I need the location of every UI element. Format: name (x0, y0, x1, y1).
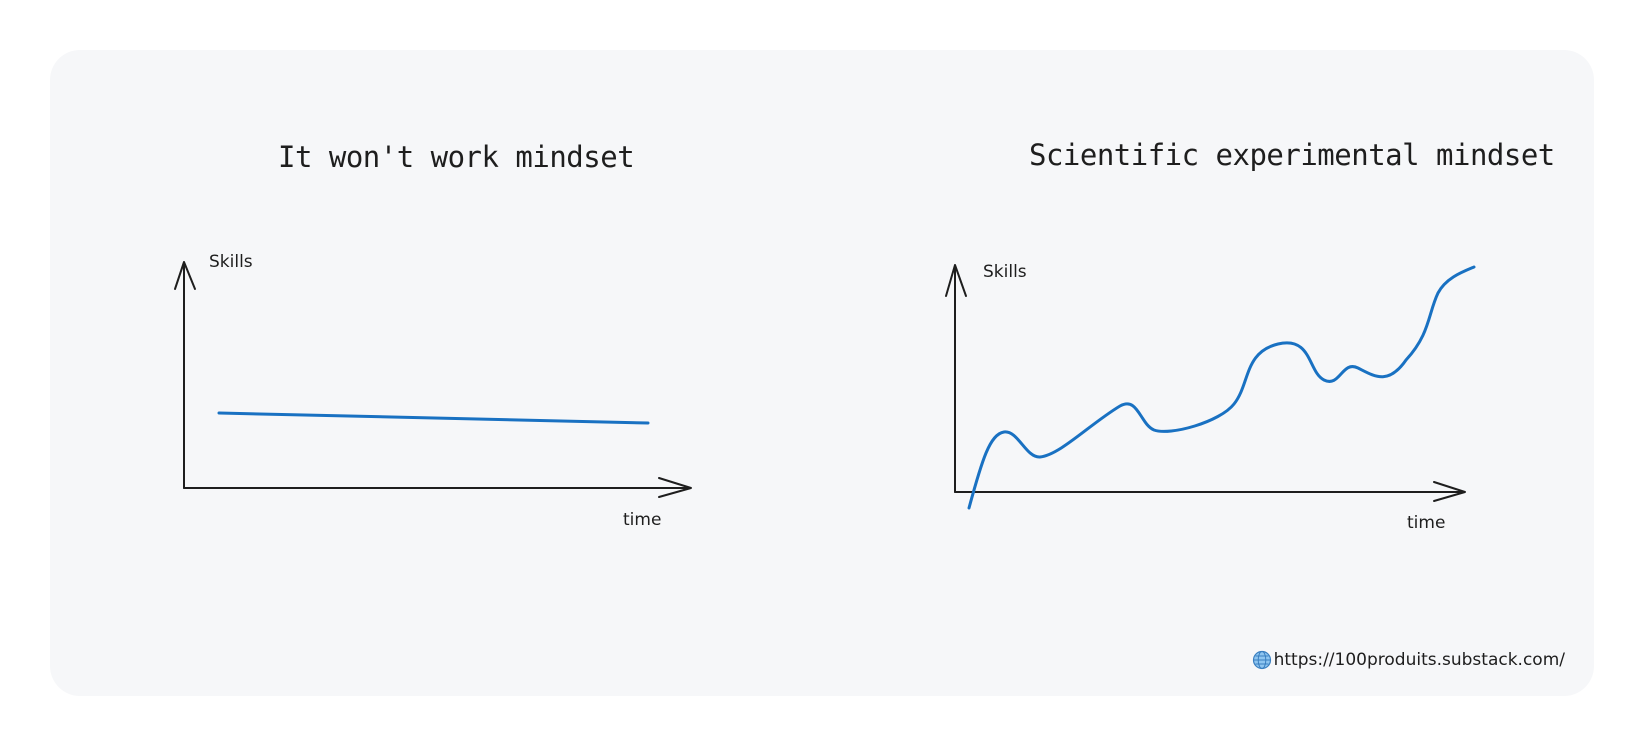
right-x-axis-arrowhead (1433, 481, 1466, 502)
footer-link[interactable]: https://100produits.substack.com/ (1252, 650, 1565, 670)
right-y-axis-arrowhead (945, 264, 967, 297)
left-x-axis-arrowhead (658, 477, 692, 498)
footer-url[interactable]: https://100produits.substack.com/ (1273, 650, 1565, 670)
diagram-card (50, 50, 1594, 696)
right-y-axis-label: Skills (983, 262, 1027, 282)
left-panel-title: It won't work mindset (278, 140, 635, 174)
right-x-axis-label: time (1407, 513, 1445, 533)
right-skills-curve (967, 265, 1476, 510)
right-panel-title: Scientific experimental mindset (1029, 138, 1555, 172)
left-x-axis-label: time (623, 510, 661, 530)
left-y-axis-label: Skills (209, 252, 253, 272)
globe-icon (1252, 650, 1271, 670)
left-y-axis-arrowhead (174, 261, 196, 290)
left-skills-line (217, 411, 650, 425)
